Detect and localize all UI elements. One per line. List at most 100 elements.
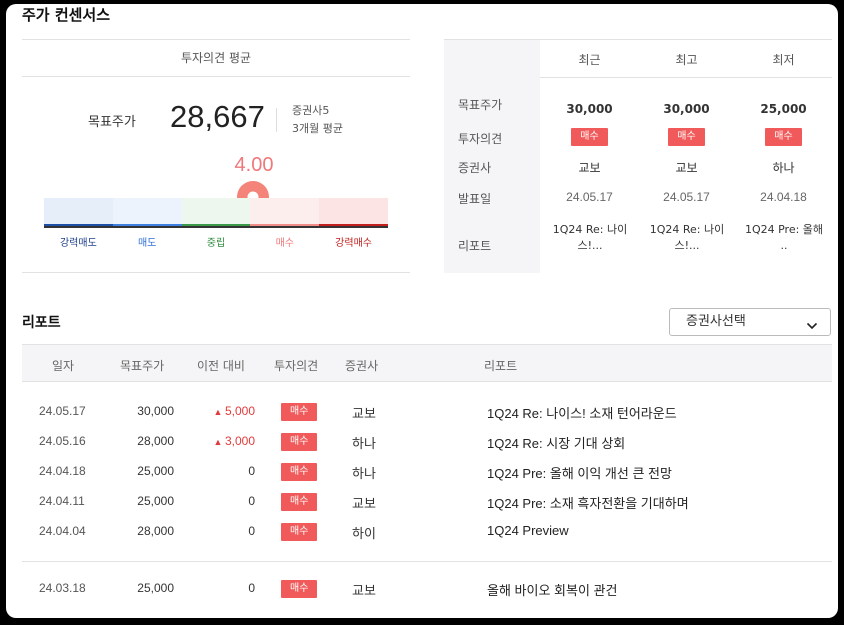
opinion-badge: 매수 — [571, 128, 608, 146]
row-opinion: 매수 — [281, 463, 318, 481]
header-date: 일자 — [52, 359, 75, 373]
row-target: 25,000 — [137, 581, 174, 595]
low-opinion: 매수 — [735, 128, 832, 146]
divider — [22, 561, 832, 562]
row-opinion: 매수 — [281, 493, 318, 511]
row-opinion: 매수 — [281, 523, 318, 541]
row-change: 0 — [248, 581, 255, 595]
low-report-link[interactable]: 1Q24 Pre: 올해 .. — [744, 223, 824, 252]
high-firm: 교보 — [675, 161, 698, 175]
opinion-badge: 매수 — [668, 128, 705, 146]
consensus-panel: 주가 컨센서스 투자의견 평균 목표주가 28,667 증권사5 3개월 평균 … — [6, 4, 838, 618]
row-report-link[interactable]: 1Q24 Pre: 소재 흑자전환을 기대하며 — [487, 496, 689, 511]
row-report-link[interactable]: 1Q24 Preview — [487, 523, 569, 538]
scale-segment-strong-sell — [44, 198, 113, 226]
table-row[interactable]: 24.05.17 30,000 ▲ 5,000 매수 교보 1Q24 Re: 나이스! 소… — [22, 398, 832, 428]
divider — [22, 39, 410, 40]
scale-segment-strong-buy — [319, 198, 388, 226]
scale-label: 강력매수 — [335, 238, 372, 249]
broker-select-value: 증권사선택 — [686, 314, 746, 329]
scale-label: 매수 — [275, 238, 294, 249]
opinion-badge: 매수 — [281, 523, 318, 541]
broker-select[interactable]: 증권사선택 — [669, 308, 831, 336]
row-label-column — [444, 39, 540, 273]
broker-count: 증권사5 — [292, 104, 330, 117]
opinion-badge: 매수 — [281, 493, 318, 511]
row-report-link[interactable]: 1Q24 Pre: 올해 이익 개선 큰 전망 — [487, 466, 672, 481]
row-target: 30,000 — [137, 404, 174, 418]
report-table-header: 일자 목표주가 이전 대비 투자의견 증권사 리포트 — [22, 344, 832, 382]
avg-header: 투자의견 평균 — [180, 51, 252, 65]
table-row[interactable]: 24.04.11 25,000 0 매수 교보 1Q24 Pre: 소재 흑자전환을 기대… — [22, 488, 832, 518]
recent-report-link[interactable]: 1Q24 Re: 나이스!... — [552, 223, 628, 252]
chevron-down-icon — [806, 316, 818, 342]
separator — [276, 108, 277, 132]
row-date: 24.04.11 — [39, 494, 85, 508]
row-change: 0 — [248, 464, 255, 478]
row-report-link[interactable]: 1Q24 Re: 시장 기대 상회 — [487, 436, 626, 451]
table-row[interactable]: 24.04.04 28,000 0 매수 하이 1Q24 Preview — [22, 518, 832, 548]
row-label-opinion: 투자의견 — [458, 132, 503, 146]
scale-label: 매도 — [137, 238, 157, 249]
scale-labels: 강력매도 매도 중립 매수 강력매수 — [44, 234, 388, 249]
row-target: 25,000 — [137, 494, 174, 508]
table-row[interactable]: 24.05.16 28,000 ▲ 3,000 매수 하나 1Q24 Re: 시장 기대 … — [22, 428, 832, 458]
divider — [444, 39, 832, 40]
target-price-value: 28,667 — [170, 99, 265, 134]
opinion-badge: 매수 — [281, 433, 318, 451]
row-firm: 교보 — [352, 497, 376, 512]
up-arrow-icon: ▲ — [213, 437, 225, 447]
col-header-low: 최저 — [772, 53, 795, 67]
opinion-scale-bar — [44, 198, 388, 228]
row-opinion: 매수 — [281, 433, 318, 451]
row-opinion: 매수 — [281, 580, 318, 598]
row-target: 25,000 — [137, 464, 174, 478]
divider — [540, 77, 832, 78]
high-report-link[interactable]: 1Q24 Re: 나이스!... — [649, 223, 725, 252]
row-report-link[interactable]: 올해 바이오 회복이 관건 — [487, 583, 618, 598]
header-report: 리포트 — [484, 359, 518, 373]
report-section-title: 리포트 — [22, 315, 61, 331]
row-change: ▲ 5,000 — [213, 404, 255, 418]
row-date: 24.05.16 — [39, 434, 86, 448]
opinion-badge: 매수 — [281, 463, 318, 481]
header-opinion: 투자의견 — [274, 359, 319, 373]
table-row[interactable]: 24.03.18 25,000 0 매수 교보 올해 바이오 회복이 관건 — [22, 575, 832, 605]
high-opinion: 매수 — [638, 128, 735, 146]
scale-segment-neutral — [181, 198, 251, 226]
row-firm: 교보 — [352, 584, 376, 599]
row-firm: 교보 — [352, 407, 376, 422]
scale-label: 중립 — [206, 238, 226, 249]
row-label-target: 목표주가 — [458, 98, 503, 112]
row-report-link[interactable]: 1Q24 Re: 나이스! 소재 턴어라운드 — [487, 406, 677, 421]
period-label: 3개월 평균 — [292, 122, 343, 135]
scale-label: 강력매도 — [59, 238, 97, 249]
recent-high-low-table: 최근 최고 최저 목표주가 투자의견 증권사 발표일 리포트 30,000 매수… — [444, 39, 832, 273]
recent-date: 24.05.17 — [566, 190, 613, 204]
high-date: 24.05.17 — [663, 190, 710, 204]
table-row[interactable]: 24.04.18 25,000 0 매수 하나 1Q24 Pre: 올해 이익 개선 큰 … — [22, 458, 832, 488]
row-target: 28,000 — [137, 434, 174, 448]
opinion-badge: 매수 — [281, 403, 318, 421]
col-header-recent: 최근 — [578, 53, 601, 67]
row-firm: 하나 — [352, 437, 376, 452]
row-label-report: 리포트 — [458, 239, 492, 253]
opinion-badge: 매수 — [281, 580, 318, 598]
row-change: 0 — [248, 494, 255, 508]
row-target: 28,000 — [137, 524, 174, 538]
row-date: 24.05.17 — [39, 404, 86, 418]
low-date: 24.04.18 — [760, 190, 807, 204]
row-date: 24.04.18 — [39, 464, 86, 478]
opinion-score: 4.00 — [234, 154, 274, 176]
row-label-firm: 증권사 — [458, 161, 492, 175]
scale-segment-sell — [112, 198, 182, 226]
row-date: 24.04.04 — [39, 524, 86, 538]
divider — [22, 76, 410, 77]
row-firm: 하나 — [352, 467, 376, 482]
high-target: 30,000 — [663, 102, 710, 116]
section-title: 주가 컨센서스 — [22, 6, 111, 24]
opinion-badge: 매수 — [765, 128, 802, 146]
up-arrow-icon: ▲ — [213, 407, 225, 417]
scale-segment-buy — [250, 198, 320, 226]
recent-firm: 교보 — [578, 161, 601, 175]
